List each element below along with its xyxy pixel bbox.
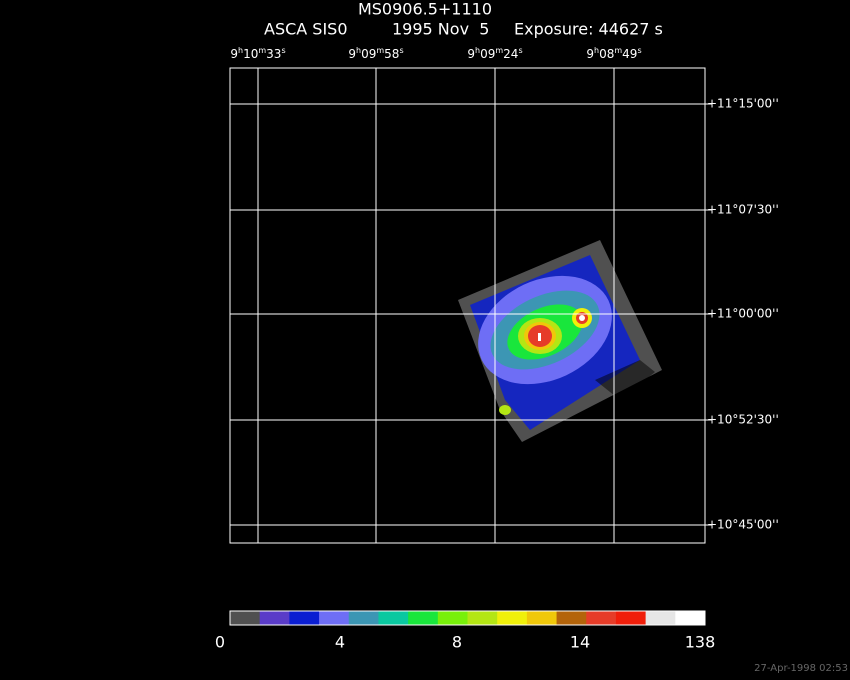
- ra-label-part: 09: [361, 47, 376, 61]
- colorbar-frame: [229, 610, 706, 626]
- ra-label-part: s: [281, 46, 285, 55]
- colorbar-segment: [319, 611, 350, 625]
- colorbar-segment: [378, 611, 409, 625]
- ra-label-part: 08: [599, 47, 614, 61]
- ra-label-part: s: [637, 46, 641, 55]
- colorbar-segment: [408, 611, 439, 625]
- dec-label: +11°00'00'': [707, 307, 779, 321]
- colorbar-segment: [497, 611, 528, 625]
- ra-label: 9h10m33s: [230, 46, 285, 61]
- dec-label: +11°15'00'': [707, 97, 779, 111]
- colorbar-segment: [675, 611, 706, 625]
- colorbar-label: 4: [335, 633, 345, 652]
- ra-label-part: m: [376, 46, 384, 55]
- ra-label-part: 9: [230, 47, 238, 61]
- ra-label-part: 58: [384, 47, 399, 61]
- colorbar-segment: [467, 611, 498, 625]
- colorbar-label: 8: [452, 633, 462, 652]
- timestamp: 27-Apr-1998 02:53: [754, 663, 848, 674]
- dec-label: +10°45'00'': [707, 518, 779, 532]
- ra-label-part: m: [258, 46, 266, 55]
- ra-label-part: 10: [243, 47, 258, 61]
- ra-label-part: h: [238, 46, 243, 55]
- ra-label: 9h09m24s: [467, 46, 522, 61]
- xray-image: [458, 240, 662, 442]
- colorbar-segment: [526, 611, 558, 625]
- grid: [230, 68, 712, 543]
- date: 1995 Nov 5: [392, 20, 489, 39]
- exposure: Exposure: 44627 s: [514, 20, 663, 39]
- dec-label: +10°52'30'': [707, 413, 779, 427]
- colorbar-segment: [645, 611, 676, 625]
- ra-label-part: 33: [266, 47, 281, 61]
- ra-label-part: 9: [467, 47, 475, 61]
- colorbar-segment: [230, 611, 261, 625]
- ra-label-part: 49: [622, 47, 637, 61]
- ra-label-part: h: [356, 46, 361, 55]
- ra-label: 9h08m49s: [586, 46, 641, 61]
- colorbar-segment: [586, 611, 617, 625]
- dec-label: +11°07'30'': [707, 203, 779, 217]
- ra-label-part: s: [518, 46, 522, 55]
- ra-label-part: m: [614, 46, 622, 55]
- ra-label-part: m: [495, 46, 503, 55]
- ra-label-part: s: [399, 46, 403, 55]
- ra-label-part: 9: [586, 47, 594, 61]
- instrument: ASCA SIS0: [264, 20, 348, 39]
- colorbar-label: 14: [570, 633, 590, 652]
- ra-label-part: 09: [480, 47, 495, 61]
- ra-label-part: 24: [503, 47, 518, 61]
- colorbar-segment: [556, 611, 587, 625]
- colorbar-segment: [615, 611, 647, 625]
- ra-label-part: 9: [348, 47, 356, 61]
- colorbar-segment: [289, 611, 320, 625]
- ra-label-part: h: [594, 46, 599, 55]
- colorbar-segment: [348, 611, 379, 625]
- plot-frame: [229, 67, 706, 544]
- ra-label-part: h: [475, 46, 480, 55]
- colorbar-label: 0: [215, 633, 225, 652]
- colorbar-label: 138: [685, 633, 716, 652]
- title: MS0906.5+1110: [358, 0, 492, 19]
- ra-label: 9h09m58s: [348, 46, 403, 61]
- colorbar-segment: [259, 611, 290, 625]
- colorbar-segment: [437, 611, 468, 625]
